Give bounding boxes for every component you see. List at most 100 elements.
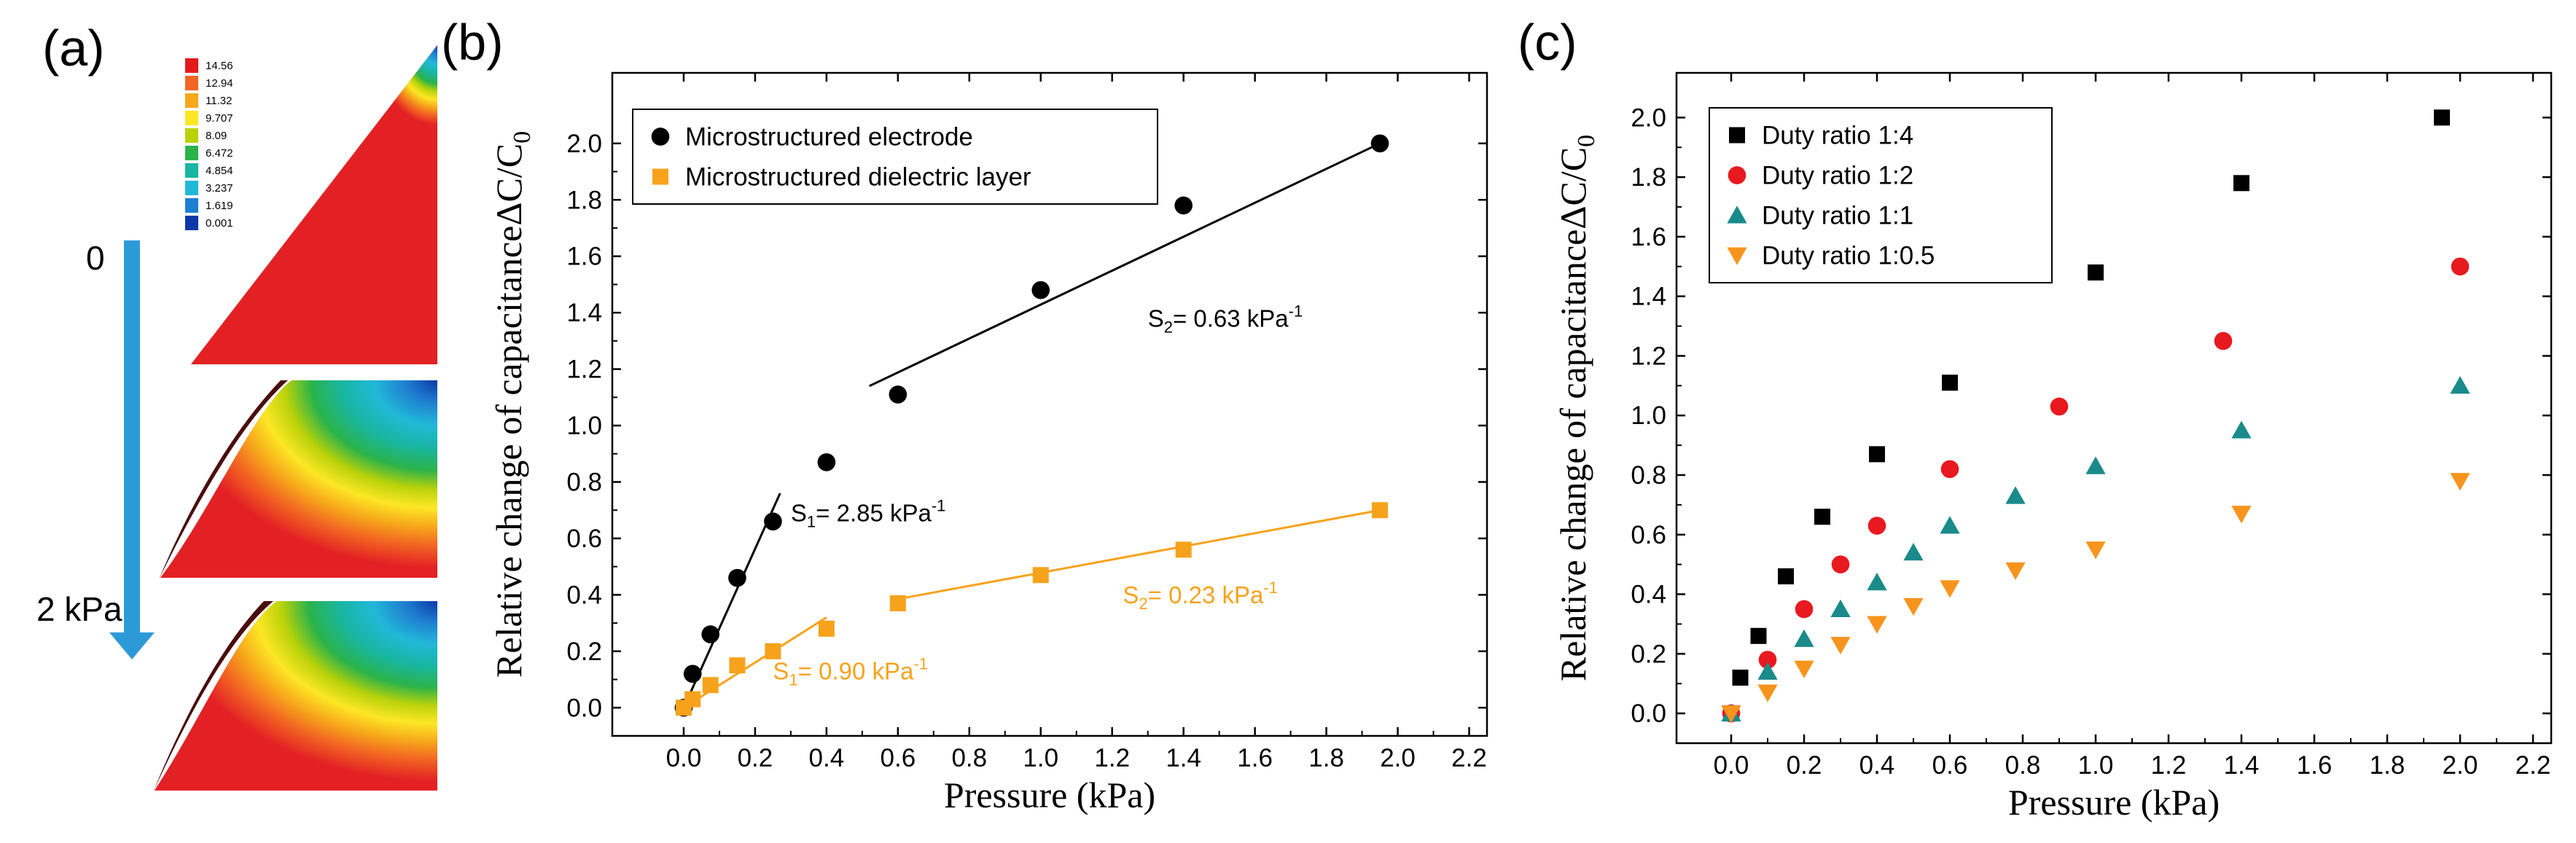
- chart-c-x-tick-label: 0.0: [1714, 751, 1749, 780]
- chart-c-y-tick-label: 2.0: [1631, 103, 1666, 132]
- chart-b-x-tick-label: 2.0: [1380, 744, 1416, 772]
- chart-b-x-tick-label: 1.0: [1023, 744, 1058, 772]
- chart-c-x-tick-label: 2.2: [2515, 751, 2551, 780]
- scale-value: 0.001: [206, 217, 233, 230]
- chart-b-point-s1: [818, 620, 835, 637]
- scale-swatch: [185, 146, 198, 160]
- chart-c-point-s0: [1814, 509, 1830, 525]
- chart-b-x-axis-label: Pressure (kPa): [944, 775, 1155, 815]
- chart-b-y-tick-label: 0.2: [566, 638, 602, 666]
- chart-c-x-axis-label: Pressure (kPa): [2008, 782, 2220, 823]
- arrow-start-label: 0: [86, 239, 105, 277]
- chart-c-legend-marker: [1727, 205, 1747, 224]
- chart-b-y-tick-label: 2.0: [566, 130, 602, 158]
- chart-c-point-s0: [1778, 568, 1794, 585]
- chart-b-fit-line: [869, 142, 1381, 388]
- chart-c-point-s0: [1732, 670, 1749, 686]
- deformation-stage-2-field: [160, 380, 437, 578]
- scale-value: 1.619: [206, 200, 233, 212]
- chart-b-point-s0: [764, 512, 782, 531]
- chart-b-legend-label: Microstructured dielectric layer: [685, 163, 1031, 192]
- chart-c-legend-marker: [1729, 127, 1745, 144]
- chart-c-x-tick-label: 1.8: [2370, 751, 2405, 780]
- chart-c-point-s3: [1794, 660, 1814, 678]
- chart-c-point-s2: [2005, 486, 2026, 504]
- chart-c-point-s2: [2085, 456, 2106, 474]
- chart-c-point-s2: [1830, 599, 1851, 617]
- scale-value: 3.237: [206, 182, 233, 195]
- scale-value: 14.56: [206, 60, 233, 72]
- chart-b-point-s0: [1370, 134, 1389, 153]
- chart-b-point-s1: [1175, 541, 1192, 558]
- panel-c-label: (c): [1518, 14, 1577, 71]
- pressure-arrow-head: [109, 632, 155, 659]
- scale-value: 11.32: [206, 95, 232, 107]
- chart-b-point-s1: [702, 677, 719, 694]
- chart-c: 0.0 0.2 0.4 0.6 0.8 1.0 1.2 1.4 1.6 1.8 2.0 2.2 0.0 0…: [1553, 71, 2553, 823]
- chart-b-legend-box: [632, 109, 1158, 205]
- chart-c-x-tick-label: 1.4: [2224, 751, 2260, 780]
- chart-c-point-s2: [1903, 543, 1924, 561]
- chart-b-legend-marker: [651, 128, 670, 146]
- chart-c-point-s0: [2233, 175, 2249, 192]
- chart-c-point-s3: [2231, 506, 2252, 524]
- chart-c-point-s0: [2088, 264, 2104, 281]
- scale-value: 9.707: [206, 112, 233, 125]
- simulation-panel: 14.56 12.94 11.32 9.707 8.09 6.472 4.854 3.237 1…: [36, 45, 437, 792]
- chart-b-x-tick-label: 0.4: [809, 744, 845, 772]
- scale-swatch: [185, 76, 198, 90]
- scale-swatch: [185, 58, 198, 73]
- chart-b-y-tick-label: 0.8: [566, 468, 602, 496]
- chart-b-slope-annotation: S2= 0.63 kPa-1: [1148, 302, 1303, 337]
- chart-c-point-s1: [1795, 600, 1814, 619]
- chart-b-y-tick-label: 1.8: [566, 186, 602, 214]
- chart-c-point-s2: [1867, 573, 1887, 591]
- chart-b-y-tick-label: 1.6: [566, 243, 602, 271]
- chart-c-point-s3: [1757, 684, 1778, 702]
- chart-c-y-tick-label: 0.2: [1631, 640, 1666, 668]
- chart-b: 0.0 0.2 0.4 0.6 0.8 1.0 1.2 1.4 1.6 1.8 2.0 2.2 0.0 0…: [488, 71, 1488, 815]
- chart-c-point-s3: [1867, 616, 1887, 634]
- deformation-stage-3-field: [155, 601, 437, 791]
- chart-c-x-tick-label: 1.0: [2078, 751, 2114, 780]
- chart-c-y-tick-label: 1.6: [1631, 223, 1666, 251]
- chart-b-x-tick-label: 0.2: [738, 744, 773, 772]
- chart-b-point-s0: [1174, 196, 1193, 215]
- chart-c-point-s3: [2085, 541, 2106, 560]
- scale-swatch: [185, 216, 198, 230]
- chart-b-point-s0: [817, 453, 836, 471]
- chart-b-plot-frame: [611, 71, 1488, 737]
- pressure-arrow: [124, 240, 140, 634]
- chart-b-point-s1: [684, 691, 701, 707]
- scale-value: 6.472: [206, 147, 233, 160]
- panel-a-label: (a): [42, 20, 105, 77]
- chart-b-legend-label: Microstructured electrode: [685, 123, 973, 152]
- deformation-stage-1-field: [191, 45, 437, 364]
- chart-b-point-s0: [889, 385, 908, 404]
- chart-b-y-tick-label: 0.6: [566, 525, 602, 553]
- chart-c-legend-label: Duty ratio 1:2: [1762, 162, 1913, 190]
- chart-c-point-s3: [1940, 580, 1960, 598]
- chart-c-y-tick-label: 1.4: [1631, 283, 1666, 311]
- chart-c-point-s3: [2005, 562, 2026, 581]
- chart-c-legend-label: Duty ratio 1:0.5: [1762, 242, 1935, 270]
- scale-value: 8.09: [206, 130, 227, 142]
- chart-c-point-s1: [1758, 651, 1777, 669]
- chart-b-slope-annotation: S1= 0.90 kPa-1: [773, 655, 928, 689]
- chart-b-x-tick-label: 0.0: [666, 744, 702, 772]
- chart-c-point-s1: [1867, 517, 1886, 535]
- chart-b-y-axis-label: Relative change of capacitanceΔC/C0: [488, 131, 536, 678]
- chart-c-x-tick-label: 1.6: [2297, 751, 2333, 780]
- chart-b-y-tick-label: 0.0: [566, 694, 602, 722]
- chart-b-y-tick-label: 1.0: [566, 412, 602, 440]
- chart-c-point-s0: [2434, 109, 2450, 126]
- chart-b-slope-annotation: S2= 0.23 kPa-1: [1123, 579, 1278, 613]
- chart-b-x-tick-label: 2.2: [1451, 744, 1487, 772]
- chart-c-point-s1: [2214, 332, 2233, 350]
- chart-b-fit-line: [897, 509, 1381, 600]
- chart-c-point-s2: [1757, 662, 1778, 680]
- chart-c-legend-marker: [1728, 166, 1746, 184]
- chart-b-point-s1: [729, 657, 746, 674]
- chart-c-legend-label: Duty ratio 1:1: [1762, 202, 1913, 230]
- chart-c-point-s0: [1869, 446, 1885, 463]
